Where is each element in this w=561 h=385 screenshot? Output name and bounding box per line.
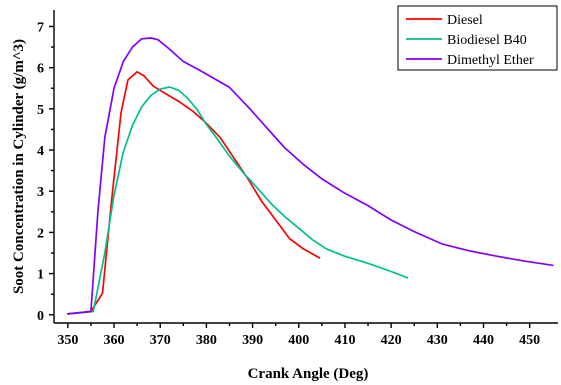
x-tick-label: 450 (519, 333, 540, 348)
y-tick-label: 0 (37, 309, 44, 324)
x-tick-label: 380 (196, 333, 217, 348)
x-tick-label: 440 (473, 333, 494, 348)
y-tick-label: 4 (37, 144, 44, 159)
legend-label: Dimethyl Ether (447, 53, 534, 68)
x-axis-title: Crank Angle (Deg) (248, 366, 369, 382)
series-line-dimethyl-ether (67, 37, 554, 315)
x-tick-label: 430 (427, 333, 448, 348)
axes: 350 360 370 380 390 400 410 420 430 440 450 0 1 2 3 4 5 6… (37, 10, 558, 348)
y-tick-label: 6 (37, 62, 44, 77)
y-tick-label: 5 (37, 103, 44, 118)
y-tick-label: 2 (37, 226, 44, 241)
x-tick-label: 350 (57, 333, 78, 348)
series-lines (67, 37, 554, 315)
x-tick-label: 410 (334, 333, 355, 348)
legend: Diesel Biodiesel B40 Dimethyl Ether (397, 5, 558, 71)
legend-label: Biodiesel B40 (447, 33, 527, 48)
x-tick-label: 390 (242, 333, 263, 348)
series-line-biodiesel-b40 (67, 86, 409, 315)
x-tick-label: 400 (288, 333, 309, 348)
y-tick-label: 7 (37, 20, 44, 35)
y-tick-label: 3 (37, 185, 44, 200)
x-tick-label: 370 (150, 333, 171, 348)
x-tick-label: 420 (381, 333, 402, 348)
y-tick-label: 1 (37, 268, 44, 283)
y-axis-title: Soot Concentration in Cylinder (g/m^3) (11, 39, 27, 294)
series-line-diesel (67, 70, 321, 315)
legend-label: Diesel (447, 13, 483, 28)
x-tick-label: 360 (104, 333, 125, 348)
